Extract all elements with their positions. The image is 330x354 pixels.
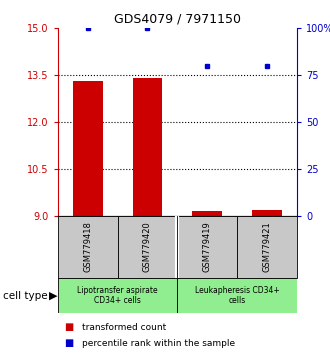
Bar <box>133 78 162 216</box>
Text: ▶: ▶ <box>49 291 57 301</box>
Bar <box>73 81 103 216</box>
Bar <box>252 210 282 216</box>
Text: transformed count: transformed count <box>82 323 167 332</box>
Text: ■: ■ <box>64 322 74 332</box>
Bar <box>58 216 117 278</box>
Text: GSM779420: GSM779420 <box>143 222 152 272</box>
Text: percentile rank within the sample: percentile rank within the sample <box>82 339 236 348</box>
Bar <box>177 216 237 278</box>
Bar <box>237 216 297 278</box>
Bar <box>117 216 177 278</box>
Text: Leukapheresis CD34+
cells: Leukapheresis CD34+ cells <box>195 286 280 305</box>
Text: cell type: cell type <box>3 291 48 301</box>
Bar <box>177 278 297 313</box>
Bar <box>58 278 177 313</box>
Text: GSM779418: GSM779418 <box>83 222 92 272</box>
Text: Lipotransfer aspirate
CD34+ cells: Lipotransfer aspirate CD34+ cells <box>77 286 158 305</box>
Text: GSM779419: GSM779419 <box>203 222 212 272</box>
Title: GDS4079 / 7971150: GDS4079 / 7971150 <box>114 13 241 26</box>
Text: GSM779421: GSM779421 <box>263 222 272 272</box>
Bar <box>192 211 222 216</box>
Text: ■: ■ <box>64 338 74 348</box>
